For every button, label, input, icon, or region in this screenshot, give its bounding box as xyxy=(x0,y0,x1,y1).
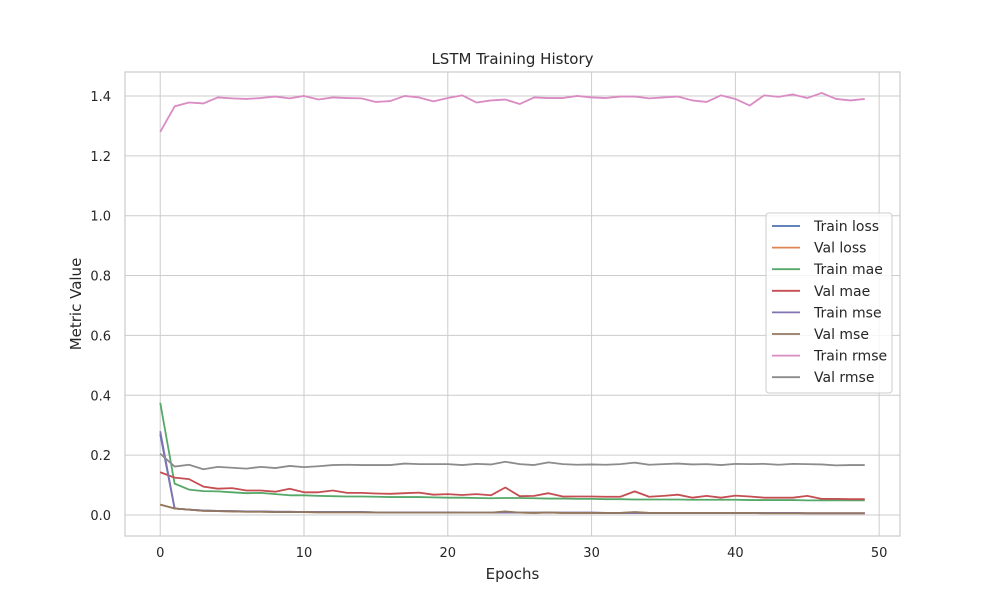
legend-label-train-mae: Train mae xyxy=(813,262,883,278)
y-tick-label: 0.6 xyxy=(90,329,111,344)
y-tick-label: 0.0 xyxy=(90,509,111,524)
x-tick-label: 0 xyxy=(156,546,164,561)
legend-label-train-mse: Train mse xyxy=(813,305,882,321)
series-line-train-rmse xyxy=(159,92,865,133)
legend-box xyxy=(765,212,893,394)
grid xyxy=(125,72,900,536)
x-tick-label: 50 xyxy=(871,546,888,561)
y-axis-label: Metric Value xyxy=(67,258,85,351)
series-line-val-mae xyxy=(159,471,865,501)
legend-label-train-rmse: Train rmse xyxy=(813,349,887,365)
legend-label-train-loss: Train loss xyxy=(813,219,879,235)
x-tick-label: 30 xyxy=(583,546,600,561)
series-lines xyxy=(159,92,865,515)
y-tick-label: 0.8 xyxy=(90,270,111,285)
series-line-val-mse xyxy=(159,503,865,515)
legend-label-val-loss: Val loss xyxy=(814,241,866,257)
x-axis-ticks: 0 10 20 30 40 50 xyxy=(156,546,887,561)
y-tick-label: 1.0 xyxy=(90,210,111,225)
x-tick-label: 10 xyxy=(296,546,313,561)
legend-label-val-mse: Val mse xyxy=(814,327,869,343)
legend: Train loss Val loss Train mae Val mae Train … xyxy=(765,212,893,394)
y-axis-ticks: 0.0 0.2 0.4 0.6 0.8 1.0 1.2 1.4 xyxy=(90,90,111,524)
y-tick-label: 1.2 xyxy=(90,150,111,165)
series-line-train-mae xyxy=(159,402,865,502)
legend-label-val-mae: Val mae xyxy=(814,284,870,300)
x-axis-label: Epochs xyxy=(486,565,540,583)
x-tick-label: 20 xyxy=(440,546,457,561)
y-tick-label: 0.2 xyxy=(90,449,111,464)
y-tick-label: 0.4 xyxy=(90,389,111,404)
series-line-val-rmse xyxy=(159,453,865,471)
y-tick-label: 1.4 xyxy=(90,90,111,105)
plot-frame xyxy=(124,71,901,537)
x-tick-label: 40 xyxy=(727,546,744,561)
chart-title: LSTM Training History xyxy=(431,50,593,68)
legend-label-val-rmse: Val rmse xyxy=(814,370,874,386)
